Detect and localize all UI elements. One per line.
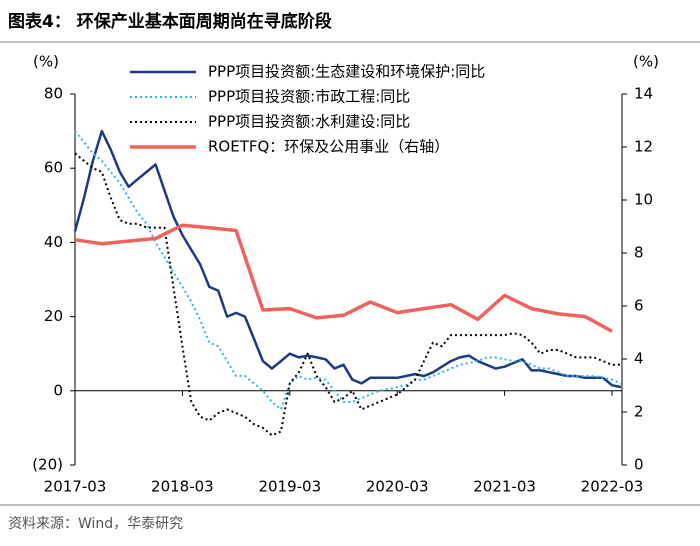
y2-tick-label: 8 (634, 244, 644, 262)
y-tick-label: 80 (44, 85, 63, 103)
y-tick-label: 40 (44, 233, 63, 251)
y2-axis-label: (%) (633, 53, 659, 71)
series-line (74, 130, 622, 411)
x-tick-label: 2022-03 (581, 478, 644, 496)
y2-tick-label: 14 (634, 85, 653, 103)
series-line (74, 223, 613, 333)
x-tick-label: 2021-03 (473, 478, 536, 496)
x-tick-label: 2018-03 (151, 478, 214, 496)
y2-tick-label: 6 (634, 297, 644, 315)
y-tick-label: 0 (53, 381, 63, 399)
legend-label: PPP项目投资额:市政工程:同比 (208, 88, 410, 106)
x-tick-label: 2020-03 (366, 478, 429, 496)
series-line (73, 129, 622, 389)
legend-label: PPP项目投资额:生态建设和环境保护:同比 (208, 63, 485, 81)
y2-tick-label: 4 (634, 350, 644, 368)
y-axis-label: (%) (33, 53, 59, 71)
legend-label: ROETFQ：环保及公用事业（右轴） (208, 138, 449, 156)
y2-tick-label: 0 (634, 456, 644, 474)
chart-title: 图表4： 环保产业基本面周期尚在寻底阶段 (8, 11, 332, 32)
legend-label: PPP项目投资额:水利建设:同比 (208, 113, 410, 131)
y2-tick-label: 12 (634, 138, 653, 156)
y2-tick-label: 2 (634, 403, 644, 421)
y-tick-label: 60 (44, 159, 63, 177)
y2-tick-label: 10 (634, 191, 653, 209)
y-tick-label: (20) (32, 456, 63, 474)
x-tick-label: 2019-03 (258, 478, 321, 496)
source: 资料来源：Wind，华泰研究 (8, 516, 183, 532)
y-tick-label: 20 (44, 307, 63, 325)
series-line (74, 152, 621, 437)
x-tick-label: 2017-03 (44, 478, 107, 496)
